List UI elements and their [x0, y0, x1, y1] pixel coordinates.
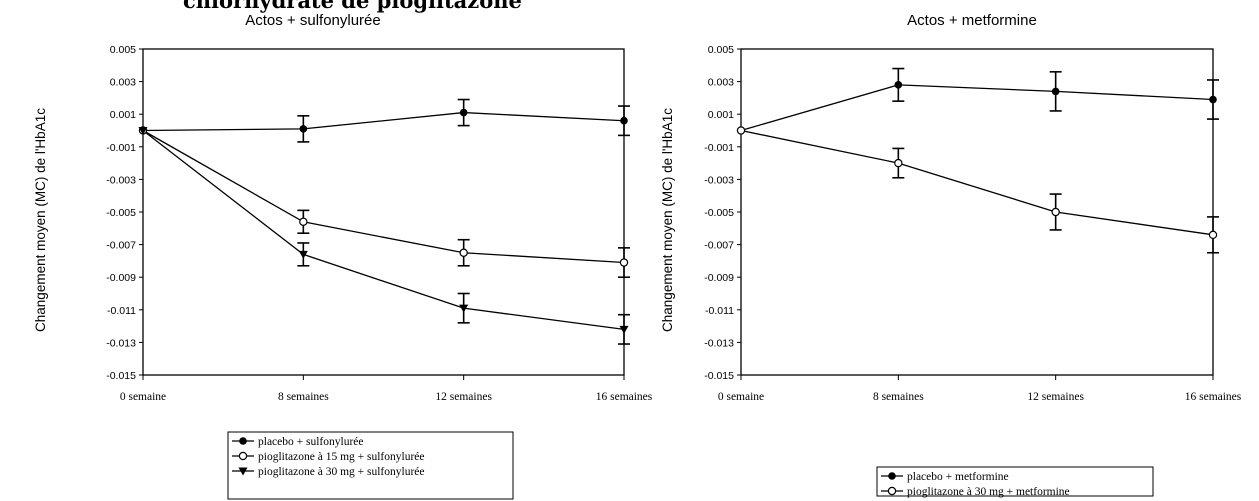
data-point — [459, 108, 468, 117]
legend-marker — [239, 437, 247, 445]
y-tick-label: 0.003 — [110, 77, 136, 89]
legend-marker — [238, 451, 248, 461]
data-point — [894, 158, 903, 168]
y-tick-label: -0.009 — [106, 272, 136, 284]
y-tick-label: -0.005 — [106, 207, 136, 219]
data-point — [736, 126, 746, 135]
x-tick-label: 16 semaines — [1185, 391, 1242, 403]
data-point — [1051, 87, 1060, 96]
series-line — [142, 111, 625, 132]
data-point — [1051, 207, 1060, 217]
chart-title: Actos + sulfonylurée — [245, 12, 381, 29]
x-tick-label: 0 semaine — [120, 391, 166, 403]
x-tick-label: 12 semaines — [1027, 391, 1084, 403]
legend-marker — [887, 486, 897, 496]
legend-label: placebo + sulfonylurée — [258, 436, 363, 448]
legend-marker — [238, 467, 248, 476]
series-line — [142, 129, 625, 264]
y-tick-label: -0.009 — [704, 272, 734, 284]
data-point — [298, 250, 308, 259]
plot-area — [142, 48, 625, 376]
x-tick-label: 12 semaines — [435, 391, 492, 403]
series-line — [142, 129, 625, 331]
legend — [227, 431, 514, 500]
legend-marker — [888, 472, 896, 480]
x-tick-label: 8 semaines — [873, 391, 924, 403]
y-tick-label: -0.007 — [704, 240, 734, 252]
chart-title: Actos + metformine — [907, 12, 1037, 29]
data-point — [299, 125, 308, 133]
data-point — [1209, 95, 1217, 104]
data-point — [620, 116, 628, 125]
chart-sulfonylurea: Actos + sulfonylurée Changement moyen (M… — [33, 12, 653, 500]
y-tick-label: -0.015 — [106, 370, 136, 382]
y-tick-label: -0.011 — [107, 305, 136, 317]
x-tick-label: 16 semaines — [596, 391, 653, 403]
data-point — [1208, 230, 1218, 240]
y-tick-label: -0.011 — [705, 305, 734, 317]
series-line — [740, 84, 1214, 132]
x-tick-label: 8 semaines — [278, 391, 329, 403]
series-line — [740, 129, 1214, 236]
page-title-fragment: chlorhydrate de pioglitazone — [183, 0, 522, 13]
y-tick-label: -0.007 — [106, 240, 136, 252]
y-tick-label: 0.001 — [110, 109, 136, 121]
y-tick-label: -0.005 — [704, 207, 734, 219]
data-point — [894, 81, 903, 89]
y-tick-label: -0.013 — [106, 337, 136, 349]
chart-metformin: Actos + metformine Changement moyen (MC)… — [660, 12, 1242, 498]
y-tick-label: -0.013 — [704, 337, 734, 349]
y-axis-label: Changement moyen (MC) de l'HbA1c — [33, 108, 48, 332]
y-tick-label: -0.001 — [704, 142, 734, 154]
data-point — [138, 127, 148, 135]
data-point — [459, 248, 468, 257]
data-point — [619, 325, 629, 334]
legend-label: pioglitazone à 30 mg + sulfonylurée — [258, 466, 425, 478]
data-point — [619, 258, 629, 267]
x-tick-label: 0 semaine — [718, 391, 764, 403]
legend-label: pioglitazone à 30 mg + metformine — [907, 486, 1070, 498]
legend-label: placebo + metformine — [907, 471, 1009, 483]
y-tick-label: -0.003 — [106, 174, 136, 186]
y-axis-label: Changement moyen (MC) de l'HbA1c — [660, 108, 675, 332]
y-tick-label: 0.001 — [708, 109, 734, 121]
y-tick-label: -0.001 — [106, 142, 136, 154]
plot-area — [740, 48, 1214, 376]
data-point — [459, 304, 469, 313]
legend-label: pioglitazone à 15 mg + sulfonylurée — [258, 451, 425, 463]
y-tick-label: 0.003 — [708, 77, 734, 89]
y-tick-label: 0.005 — [708, 44, 734, 56]
data-point — [299, 217, 308, 226]
legend — [876, 466, 1154, 497]
y-tick-label: -0.015 — [704, 370, 734, 382]
y-tick-label: -0.003 — [704, 174, 734, 186]
y-tick-label: 0.005 — [110, 44, 136, 56]
